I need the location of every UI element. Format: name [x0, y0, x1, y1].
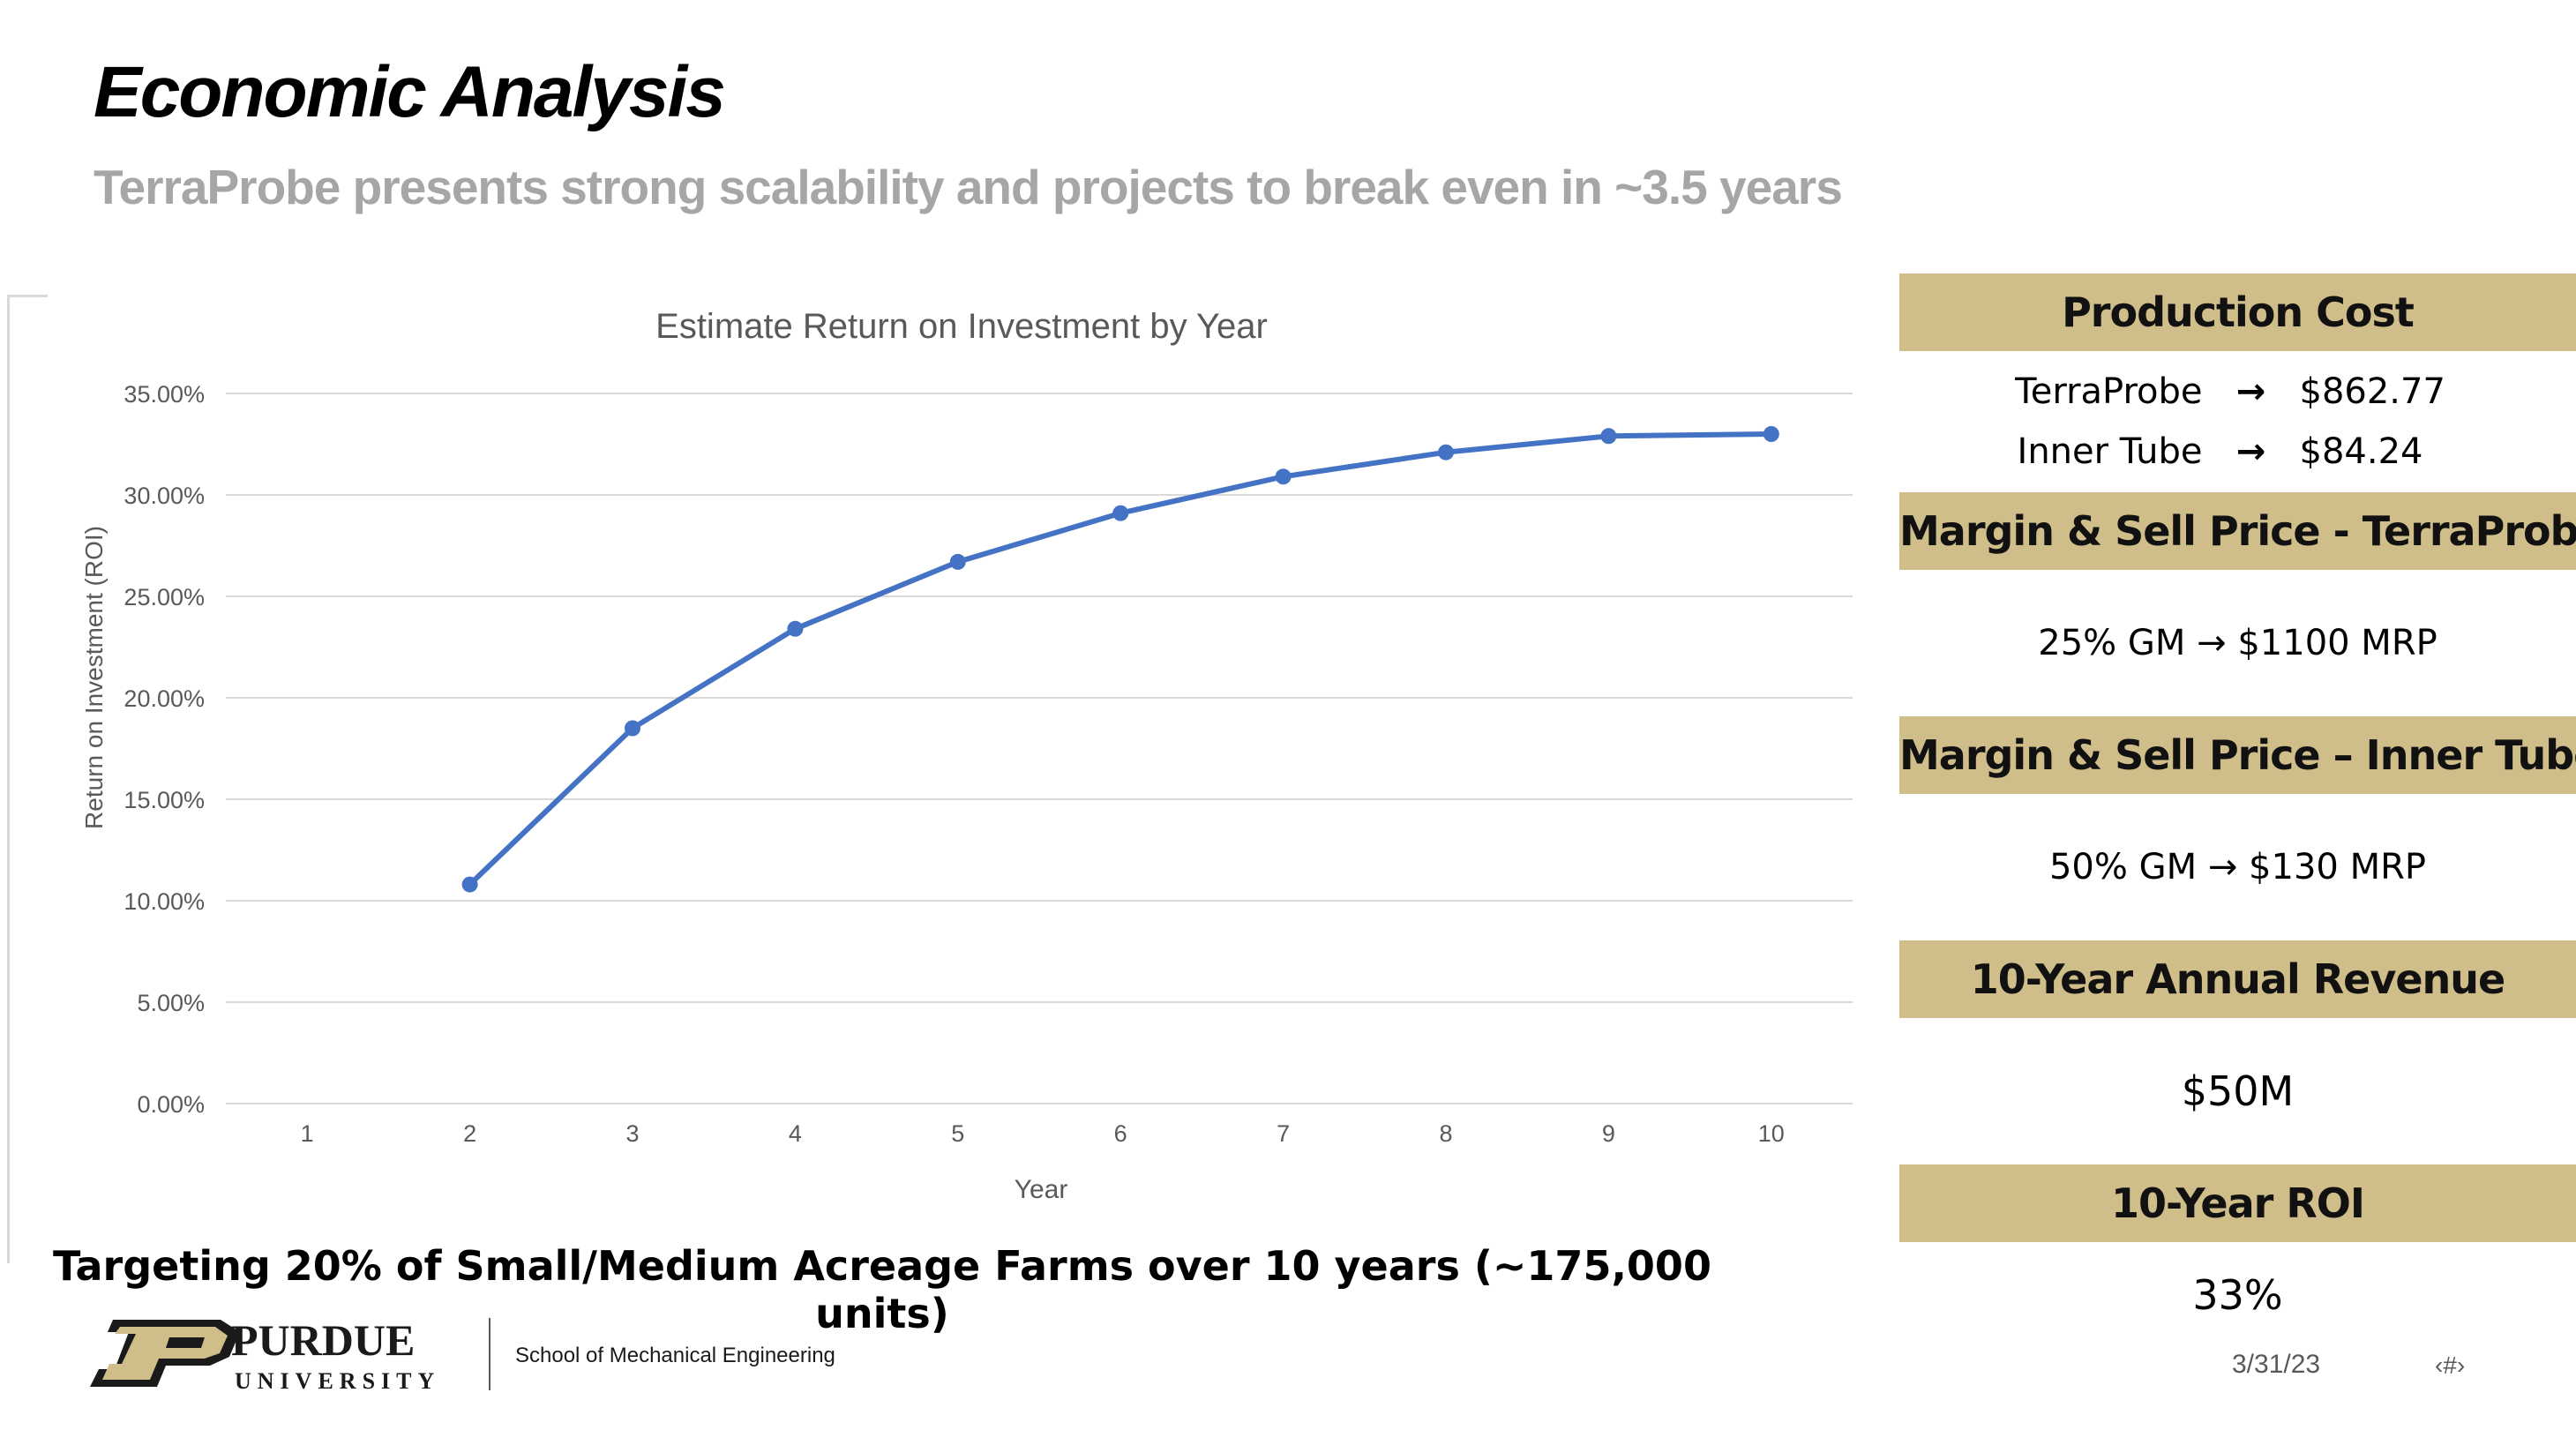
- margin-terraprobe-content: 25% GM → $1100 MRP: [1899, 570, 2576, 716]
- chart-frame-corner: [7, 295, 48, 297]
- arrow-right-icon: →: [2235, 431, 2266, 472]
- slide-number: ‹#›: [2435, 1351, 2466, 1379]
- slide-date: 3/31/23: [2232, 1350, 2321, 1379]
- production-cost-header: Production Cost: [1899, 273, 2576, 351]
- x-tick-label: 4: [789, 1120, 802, 1147]
- y-tick-label: 0.00%: [137, 1091, 205, 1118]
- production-cost-content: TerraProbe → $862.77 Inner Tube → $84.24: [1899, 351, 2576, 492]
- university-wordmark: UNIVERSITY: [235, 1368, 440, 1394]
- data-point: [787, 620, 804, 637]
- margin-innertube-header: Margin & Sell Price – Inner Tube: [1899, 716, 2576, 794]
- roi-line-chart: Estimate Return on Investment by Year 0.…: [80, 307, 1853, 1204]
- terraprobe-cost-row: TerraProbe → $862.77: [1899, 362, 2576, 422]
- page-title: Economic Analysis: [94, 52, 726, 132]
- data-point: [625, 720, 640, 737]
- x-tick-label: 7: [1277, 1120, 1290, 1147]
- purdue-logo: PURDUE UNIVERSITY School of Mechanical E…: [90, 1315, 835, 1394]
- roi-value: 33%: [2192, 1271, 2283, 1319]
- series-line: [468, 431, 1771, 887]
- arrow-right-icon: →: [2235, 371, 2266, 412]
- target-statement: Targeting 20% of Small/Medium Acreage Fa…: [53, 1242, 1711, 1337]
- data-point: [1600, 428, 1617, 445]
- x-tick-label: 5: [951, 1120, 964, 1147]
- inner-tube-cost-row: Inner Tube → $84.24: [1899, 422, 2576, 482]
- y-tick-label: 15.00%: [124, 787, 205, 813]
- chart-frame-border: [7, 295, 10, 1263]
- data-point: [1112, 505, 1129, 521]
- annual-revenue-content: $50M: [1899, 1018, 2576, 1164]
- x-tick-label: 10: [1758, 1120, 1785, 1147]
- data-point: [1763, 426, 1779, 442]
- y-tick-label: 35.00%: [124, 381, 205, 408]
- y-tick-label: 5.00%: [137, 990, 205, 1016]
- margin-terraprobe-text: 25% GM → $1100 MRP: [2038, 623, 2437, 663]
- x-tick-label: 6: [1114, 1120, 1127, 1147]
- page-subtitle: TerraProbe presents strong scalability a…: [94, 160, 1843, 214]
- data-point: [1275, 468, 1292, 485]
- purdue-wordmark: PURDUE: [231, 1315, 415, 1365]
- annual-revenue-header: 10-Year Annual Revenue: [1899, 940, 2576, 1018]
- x-tick-label: 1: [301, 1120, 314, 1147]
- margin-innertube-text: 50% GM → $130 MRP: [2048, 847, 2426, 887]
- annual-revenue-value: $50M: [2181, 1067, 2295, 1115]
- data-point: [949, 553, 966, 570]
- y-tick-label: 30.00%: [124, 483, 205, 509]
- roi-content: 33%: [1899, 1242, 2576, 1348]
- purdue-p-mark-icon: [90, 1320, 240, 1387]
- y-axis-label: Return on Investment (ROI): [80, 526, 108, 829]
- terraprobe-cost-label: TerraProbe: [2015, 371, 2203, 412]
- margin-innertube-content: 50% GM → $130 MRP: [1899, 794, 2576, 940]
- inner-tube-cost-value: $84.24: [2299, 431, 2423, 472]
- x-tick-label: 2: [463, 1120, 476, 1147]
- data-point: [1438, 444, 1454, 460]
- roi-header: 10-Year ROI: [1899, 1164, 2576, 1242]
- economics-panel: Production Cost TerraProbe → $862.77 Inn…: [1899, 273, 2576, 1348]
- data-point: [461, 876, 478, 893]
- y-tick-label: 25.00%: [124, 584, 205, 610]
- terraprobe-cost-value: $862.77: [2299, 371, 2445, 412]
- x-tick-label: 8: [1439, 1120, 1452, 1147]
- inner-tube-cost-label: Inner Tube: [2017, 431, 2203, 472]
- margin-terraprobe-header: Margin & Sell Price - TerraProbe: [1899, 492, 2576, 570]
- chart-title: Estimate Return on Investment by Year: [655, 307, 1268, 346]
- x-axis-label: Year: [1015, 1175, 1068, 1204]
- y-tick-label: 10.00%: [124, 888, 205, 915]
- school-name: School of Mechanical Engineering: [515, 1344, 835, 1367]
- y-tick-label: 20.00%: [124, 685, 205, 712]
- x-tick-label: 9: [1602, 1120, 1615, 1147]
- x-tick-label: 3: [625, 1120, 639, 1147]
